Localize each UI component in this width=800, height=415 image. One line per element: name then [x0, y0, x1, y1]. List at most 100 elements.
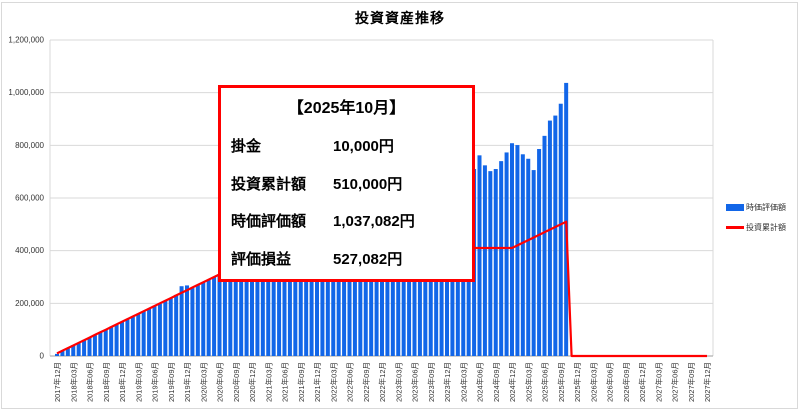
bar — [504, 152, 509, 356]
bar — [212, 277, 217, 356]
x-tick-label: 2027年12月 — [702, 362, 712, 402]
x-tick-label: 2027年06月 — [670, 362, 680, 402]
bar — [163, 300, 168, 356]
bar — [542, 135, 547, 356]
bar — [201, 282, 206, 356]
bar — [76, 342, 81, 356]
bar — [266, 250, 271, 356]
x-tick-label: 2017年12月 — [52, 362, 62, 402]
bar — [553, 115, 558, 357]
bar — [298, 236, 303, 356]
bar — [157, 303, 162, 356]
y-tick-label: 200,000 — [15, 299, 44, 308]
bar — [358, 221, 363, 356]
x-tick-label: 2024年03月 — [458, 362, 468, 402]
bar — [174, 294, 179, 356]
bar — [369, 220, 374, 356]
x-tick-label: 2022年12月 — [377, 362, 387, 402]
annotation-label: 評価損益 — [231, 251, 292, 268]
bar — [239, 263, 244, 356]
x-tick-label: 2022年03月 — [328, 362, 338, 402]
x-tick-label: 2027年03月 — [653, 362, 663, 402]
bar — [304, 234, 309, 356]
bar — [287, 241, 292, 356]
bar — [309, 236, 314, 356]
line-swatch-icon — [726, 226, 744, 229]
annotation-row-market-value: 時価評価額 1,037,082円 — [231, 210, 462, 231]
bar — [179, 286, 184, 356]
x-tick-label: 2018年12月 — [117, 362, 127, 402]
x-tick-label: 2018年09月 — [101, 362, 111, 402]
x-tick-label: 2024年12月 — [507, 362, 517, 402]
x-tick-label: 2019年09月 — [166, 362, 176, 402]
bar — [385, 214, 390, 356]
bar — [277, 245, 282, 356]
legend-label-cumulative: 投資累計額 — [746, 223, 786, 232]
bar — [347, 225, 352, 356]
bar — [488, 171, 493, 356]
bar — [103, 329, 108, 356]
bar — [352, 223, 357, 356]
x-tick-label: 2022年06月 — [345, 362, 355, 402]
x-tick-label: 2021年03月 — [263, 362, 273, 402]
bar — [206, 279, 211, 356]
annotation-label: 掛金 — [231, 137, 262, 155]
bar — [374, 218, 379, 356]
bar — [130, 316, 135, 356]
bar — [82, 339, 87, 356]
legend-item-market-value: 時価評価額 — [726, 202, 786, 213]
x-tick-label: 2018年06月 — [85, 362, 95, 402]
x-tick-label: 2027年09月 — [686, 362, 696, 402]
bar — [331, 228, 336, 356]
bar — [114, 324, 119, 356]
x-tick-label: 2025年09月 — [556, 362, 566, 402]
bar — [168, 298, 173, 356]
annotation-row-cumulative: 投資累計額 510,000円 — [231, 173, 462, 194]
bar — [547, 120, 552, 356]
x-tick-label: 2019年12月 — [182, 362, 192, 402]
y-tick-label: 0 — [40, 352, 45, 361]
bar — [320, 232, 325, 356]
bar — [260, 253, 265, 356]
bar — [250, 258, 254, 356]
x-tick-label: 2025年03月 — [523, 362, 533, 402]
legend-label-market-value: 時価評価額 — [746, 203, 786, 212]
bar — [271, 247, 276, 356]
y-tick-label: 1,000,000 — [8, 88, 44, 97]
bar — [558, 103, 563, 356]
bar — [222, 271, 227, 356]
bar — [87, 337, 92, 356]
chart-title: 投資資産推移 — [355, 10, 445, 26]
annotation-label: 時価評価額 — [231, 213, 307, 231]
bar — [390, 211, 395, 356]
annotation-row-gain: 評価損益 527,082円 — [231, 248, 462, 269]
bar — [363, 219, 368, 356]
bar — [477, 155, 482, 356]
y-tick-label: 800,000 — [15, 141, 44, 150]
x-tick-label: 2020年12月 — [247, 362, 257, 402]
bar — [282, 243, 287, 356]
bar — [336, 229, 341, 356]
x-tick-label: 2023年12月 — [442, 362, 452, 402]
bar — [217, 274, 222, 356]
bar — [185, 285, 189, 356]
bar — [380, 216, 384, 356]
x-tick-label: 2023年03月 — [393, 362, 403, 402]
bar — [152, 305, 157, 356]
x-tick-label: 2021年06月 — [280, 362, 290, 402]
bar — [255, 255, 260, 356]
bar — [136, 313, 141, 356]
bar — [537, 149, 542, 356]
y-tick-label: 600,000 — [15, 194, 44, 203]
x-tick-label: 2023年06月 — [410, 362, 420, 402]
annotation-row-kakekin: 掛金 10,000円 — [231, 135, 462, 156]
bar — [293, 239, 298, 356]
x-tick-label: 2024年06月 — [475, 362, 485, 402]
bar — [109, 326, 114, 356]
bar — [342, 227, 347, 356]
x-tick-label: 2026年06月 — [605, 362, 615, 402]
bar — [510, 143, 514, 356]
bar — [526, 158, 531, 356]
bar — [120, 321, 124, 356]
